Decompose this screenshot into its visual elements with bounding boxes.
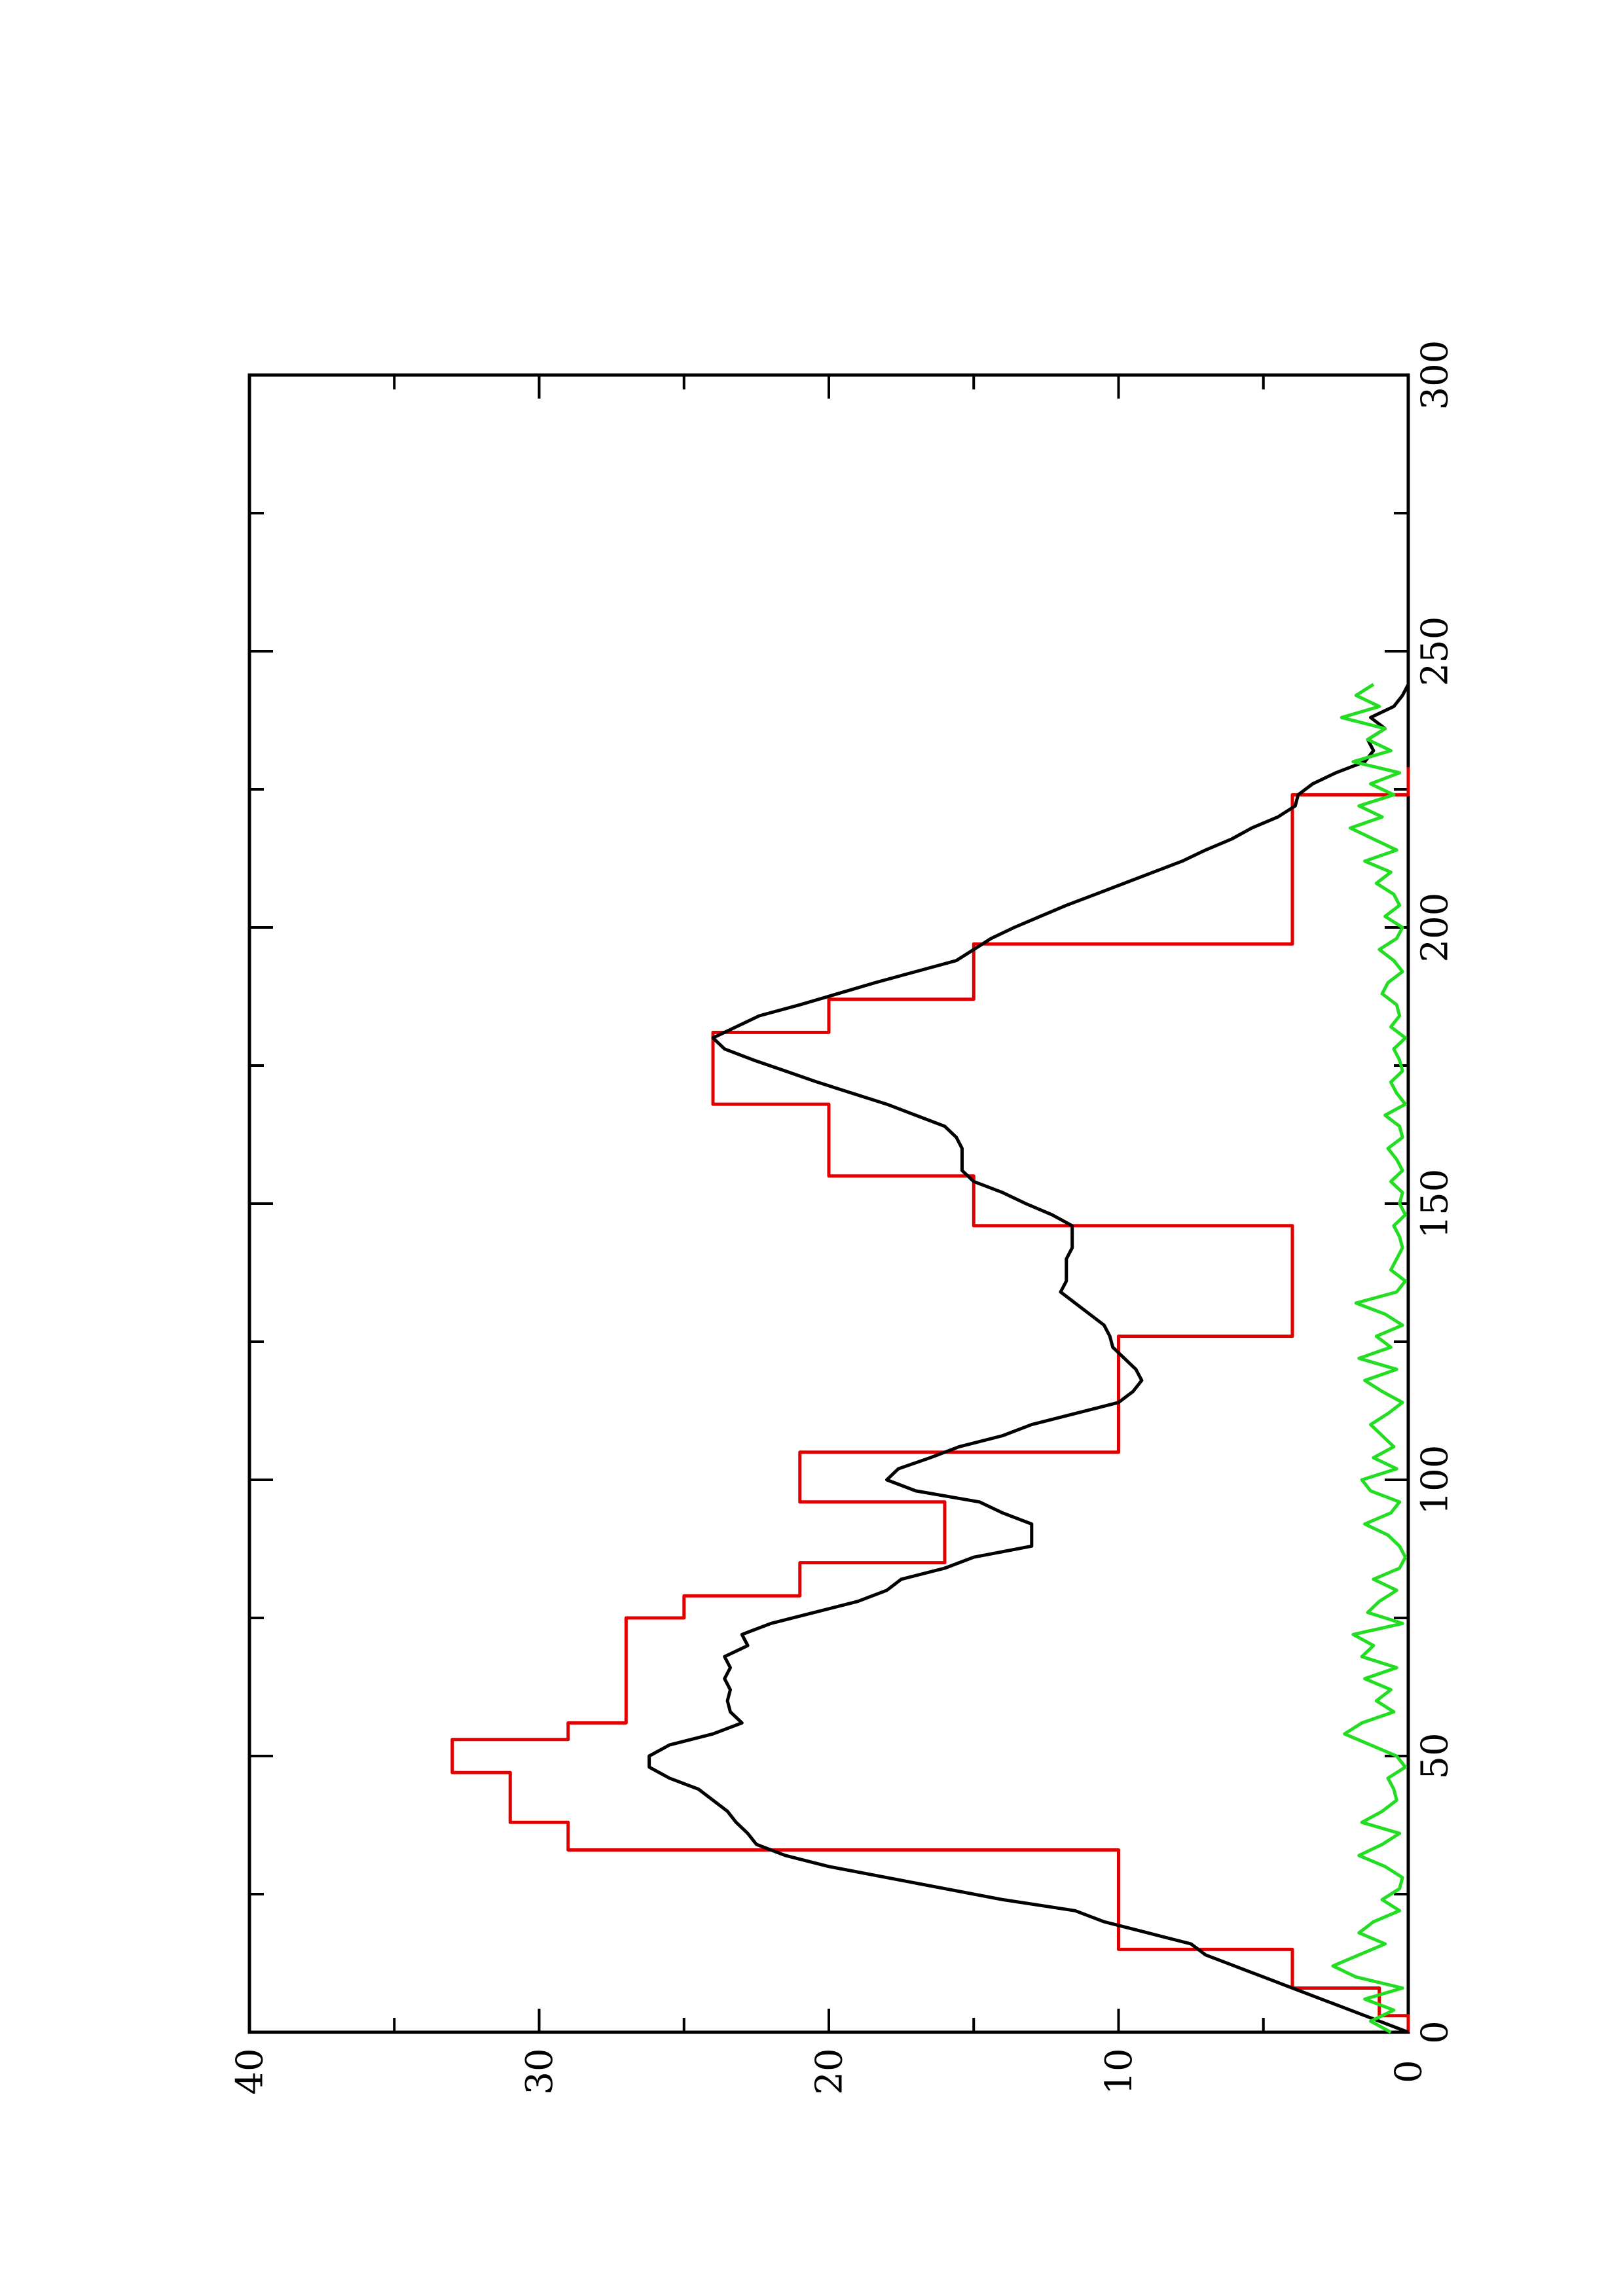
plot-frame <box>247 373 1410 2034</box>
y-tick-label: 30 <box>519 2048 561 2094</box>
y-tick-label: 20 <box>809 2048 851 2094</box>
y-tick-label: 40 <box>229 2048 272 2094</box>
axis-tick-labels: 0 50 100 150 200 250 300 0 10 20 30 40 <box>229 340 1457 2095</box>
x-tick-label: 200 <box>1414 893 1457 963</box>
series-line-0 <box>450 767 1410 2032</box>
x-tick-label: 0 <box>1414 2020 1457 2044</box>
x-tick-label: 250 <box>1414 617 1457 687</box>
series-group <box>450 683 1410 2034</box>
axis-ticks <box>248 374 1410 2034</box>
series-line-2 <box>1331 683 1408 2034</box>
y-tick-label: 0 <box>1388 2060 1431 2083</box>
x-tick-label: 50 <box>1414 1732 1457 1779</box>
x-tick-label: 100 <box>1414 1445 1457 1515</box>
x-tick-label: 300 <box>1414 340 1457 410</box>
series-line-1 <box>647 683 1410 2034</box>
x-tick-label: 150 <box>1414 1169 1457 1239</box>
y-tick-label: 10 <box>1098 2048 1140 2094</box>
